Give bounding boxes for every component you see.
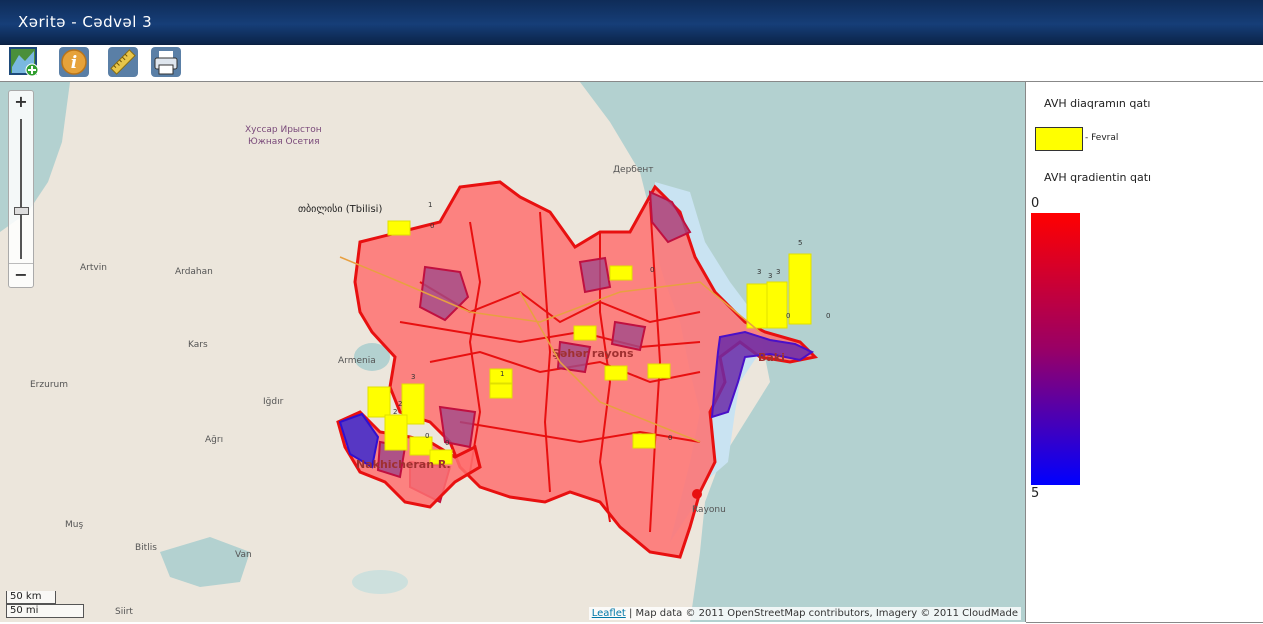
map-label: Armenia bbox=[338, 356, 376, 366]
gradient-layer-label: AVH qradientin qatı bbox=[1044, 171, 1152, 184]
lake bbox=[352, 570, 408, 594]
chart-bar[interactable] bbox=[604, 365, 628, 381]
legend-panel: AVH diaqramın qatı - Fevral AVH qradient… bbox=[1026, 82, 1263, 623]
map-label: Muş bbox=[65, 520, 83, 530]
zoom-control: + − bbox=[8, 90, 34, 288]
svg-text:5: 5 bbox=[798, 239, 802, 247]
svg-text:3: 3 bbox=[768, 272, 772, 280]
printer-icon bbox=[151, 47, 181, 77]
map-label: Van bbox=[235, 550, 252, 560]
absheron-region[interactable] bbox=[710, 330, 815, 419]
svg-text:1: 1 bbox=[428, 201, 432, 209]
chart-bar[interactable] bbox=[384, 414, 408, 451]
map-label: Rayonu bbox=[692, 505, 726, 515]
map-label: Iğdır bbox=[263, 397, 284, 407]
ruler-icon bbox=[108, 47, 138, 77]
map-label: Хуссар Ирыстон bbox=[245, 125, 322, 135]
svg-text:0: 0 bbox=[650, 266, 654, 274]
gradient-min-label: 0 bbox=[1031, 196, 1040, 211]
svg-text:0: 0 bbox=[826, 312, 830, 320]
zoom-slider-handle[interactable] bbox=[14, 207, 29, 215]
island-marker bbox=[692, 489, 702, 499]
chart-bar[interactable] bbox=[429, 449, 453, 465]
chart-bar[interactable] bbox=[573, 325, 597, 341]
svg-text:3: 3 bbox=[757, 268, 761, 276]
map-label: Дербент bbox=[613, 165, 654, 175]
map-label: Artvin bbox=[80, 263, 107, 273]
map-label: Ardahan bbox=[175, 267, 213, 277]
zoom-in-button[interactable]: + bbox=[14, 92, 28, 111]
map-label: Şəhər rayons bbox=[552, 347, 634, 360]
roads bbox=[339, 256, 761, 443]
place-labels: თბილისი (Tbilisi) Хуссар Ирыстон Южная О… bbox=[30, 125, 785, 617]
scale-km: 50 km bbox=[6, 591, 56, 604]
svg-text:0: 0 bbox=[430, 222, 434, 230]
map-label: Baki bbox=[758, 351, 785, 364]
map-label: Siirt bbox=[115, 607, 133, 617]
map-label: თბილისი (Tbilisi) bbox=[298, 203, 382, 215]
map-label: Nakhicheran R. bbox=[356, 458, 451, 471]
gradient-max-label: 5 bbox=[1031, 486, 1040, 501]
chart-series-swatch bbox=[1035, 127, 1083, 151]
add-layer-button[interactable] bbox=[9, 47, 39, 77]
measure-button[interactable] bbox=[108, 47, 138, 77]
info-icon: i bbox=[59, 47, 89, 77]
title-bar: Xəritə - Cədvəl 3 bbox=[0, 0, 1263, 45]
chart-bar[interactable] bbox=[387, 220, 411, 236]
svg-text:0: 0 bbox=[425, 432, 429, 440]
map-label: Kars bbox=[188, 340, 208, 350]
toolbar: i bbox=[0, 45, 1263, 82]
leaflet-link[interactable]: Leaflet bbox=[591, 608, 626, 619]
info-button[interactable]: i bbox=[59, 47, 89, 77]
chart-bar[interactable] bbox=[367, 386, 391, 418]
chart-bar[interactable] bbox=[489, 368, 513, 384]
attribution-text: | Map data © 2011 OpenStreetMap contribu… bbox=[625, 608, 1018, 619]
svg-text:0: 0 bbox=[445, 439, 449, 447]
map-label: Erzurum bbox=[30, 380, 68, 390]
svg-text:2: 2 bbox=[398, 400, 402, 408]
chart-series-label: - Fevral bbox=[1085, 133, 1119, 143]
chart-bar[interactable] bbox=[746, 283, 770, 329]
chart-bar[interactable] bbox=[647, 363, 671, 379]
map-label: Южная Осетия bbox=[248, 137, 320, 147]
svg-text:3: 3 bbox=[411, 373, 415, 381]
svg-text:i: i bbox=[71, 53, 77, 73]
chart-bar[interactable] bbox=[401, 383, 425, 425]
svg-text:0: 0 bbox=[786, 312, 790, 320]
chart-bar[interactable] bbox=[632, 433, 656, 449]
map-label: Bitlis bbox=[135, 543, 157, 553]
svg-text:2: 2 bbox=[393, 408, 397, 416]
chart-bar[interactable] bbox=[766, 281, 788, 329]
chart-bar[interactable] bbox=[409, 436, 433, 456]
chart-bar[interactable] bbox=[788, 253, 812, 325]
chart-layer-label: AVH diaqramın qatı bbox=[1044, 97, 1151, 110]
chart-bars[interactable] bbox=[367, 220, 812, 465]
attribution: Leaflet | Map data © 2011 OpenStreetMap … bbox=[588, 607, 1021, 620]
lake-sevan bbox=[354, 343, 390, 371]
svg-text:1: 1 bbox=[500, 370, 504, 378]
zoom-slider-track[interactable] bbox=[20, 119, 22, 259]
svg-text:0: 0 bbox=[668, 434, 672, 442]
print-button[interactable] bbox=[151, 47, 181, 77]
window-title: Xəritə - Cədvəl 3 bbox=[18, 13, 153, 31]
lake-van bbox=[160, 537, 250, 587]
scale-mi: 50 mi bbox=[6, 604, 84, 618]
zoom-out-button[interactable]: − bbox=[9, 263, 33, 286]
chart-bar[interactable] bbox=[489, 383, 513, 399]
gradient-bar bbox=[1031, 213, 1080, 485]
nakhchivan-blue-district bbox=[338, 412, 380, 469]
chart-bar[interactable] bbox=[609, 265, 633, 281]
svg-text:3: 3 bbox=[776, 268, 780, 276]
map-add-icon bbox=[9, 47, 39, 77]
map-label: Ağrı bbox=[205, 435, 223, 445]
